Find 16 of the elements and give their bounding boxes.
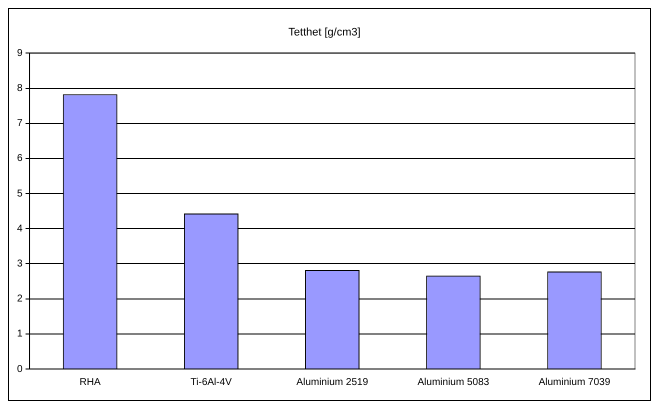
x-tick-label: Aluminium 2519	[296, 376, 369, 388]
y-tick-label: 7	[17, 118, 23, 130]
y-tick-label: 1	[17, 328, 23, 340]
y-tick-label: 9	[17, 48, 23, 59]
x-tick-label: RHA	[80, 376, 101, 388]
chart-title: Tetthet [g/cm3]	[288, 26, 361, 39]
y-tick-label: 5	[17, 188, 23, 200]
y-tick-label: 2	[17, 294, 23, 305]
x-tick-label: Ti-6Al-4V	[190, 376, 232, 388]
x-tick-label: Aluminium 5083	[418, 376, 490, 388]
y-tick-label: 0	[17, 364, 23, 375]
y-tick-label: 8	[17, 83, 23, 94]
x-tick-label: Aluminium 7039	[538, 376, 611, 388]
y-tick-label: 6	[17, 153, 23, 164]
y-tick-label: 4	[17, 223, 23, 234]
y-tick-label: 3	[17, 258, 23, 270]
